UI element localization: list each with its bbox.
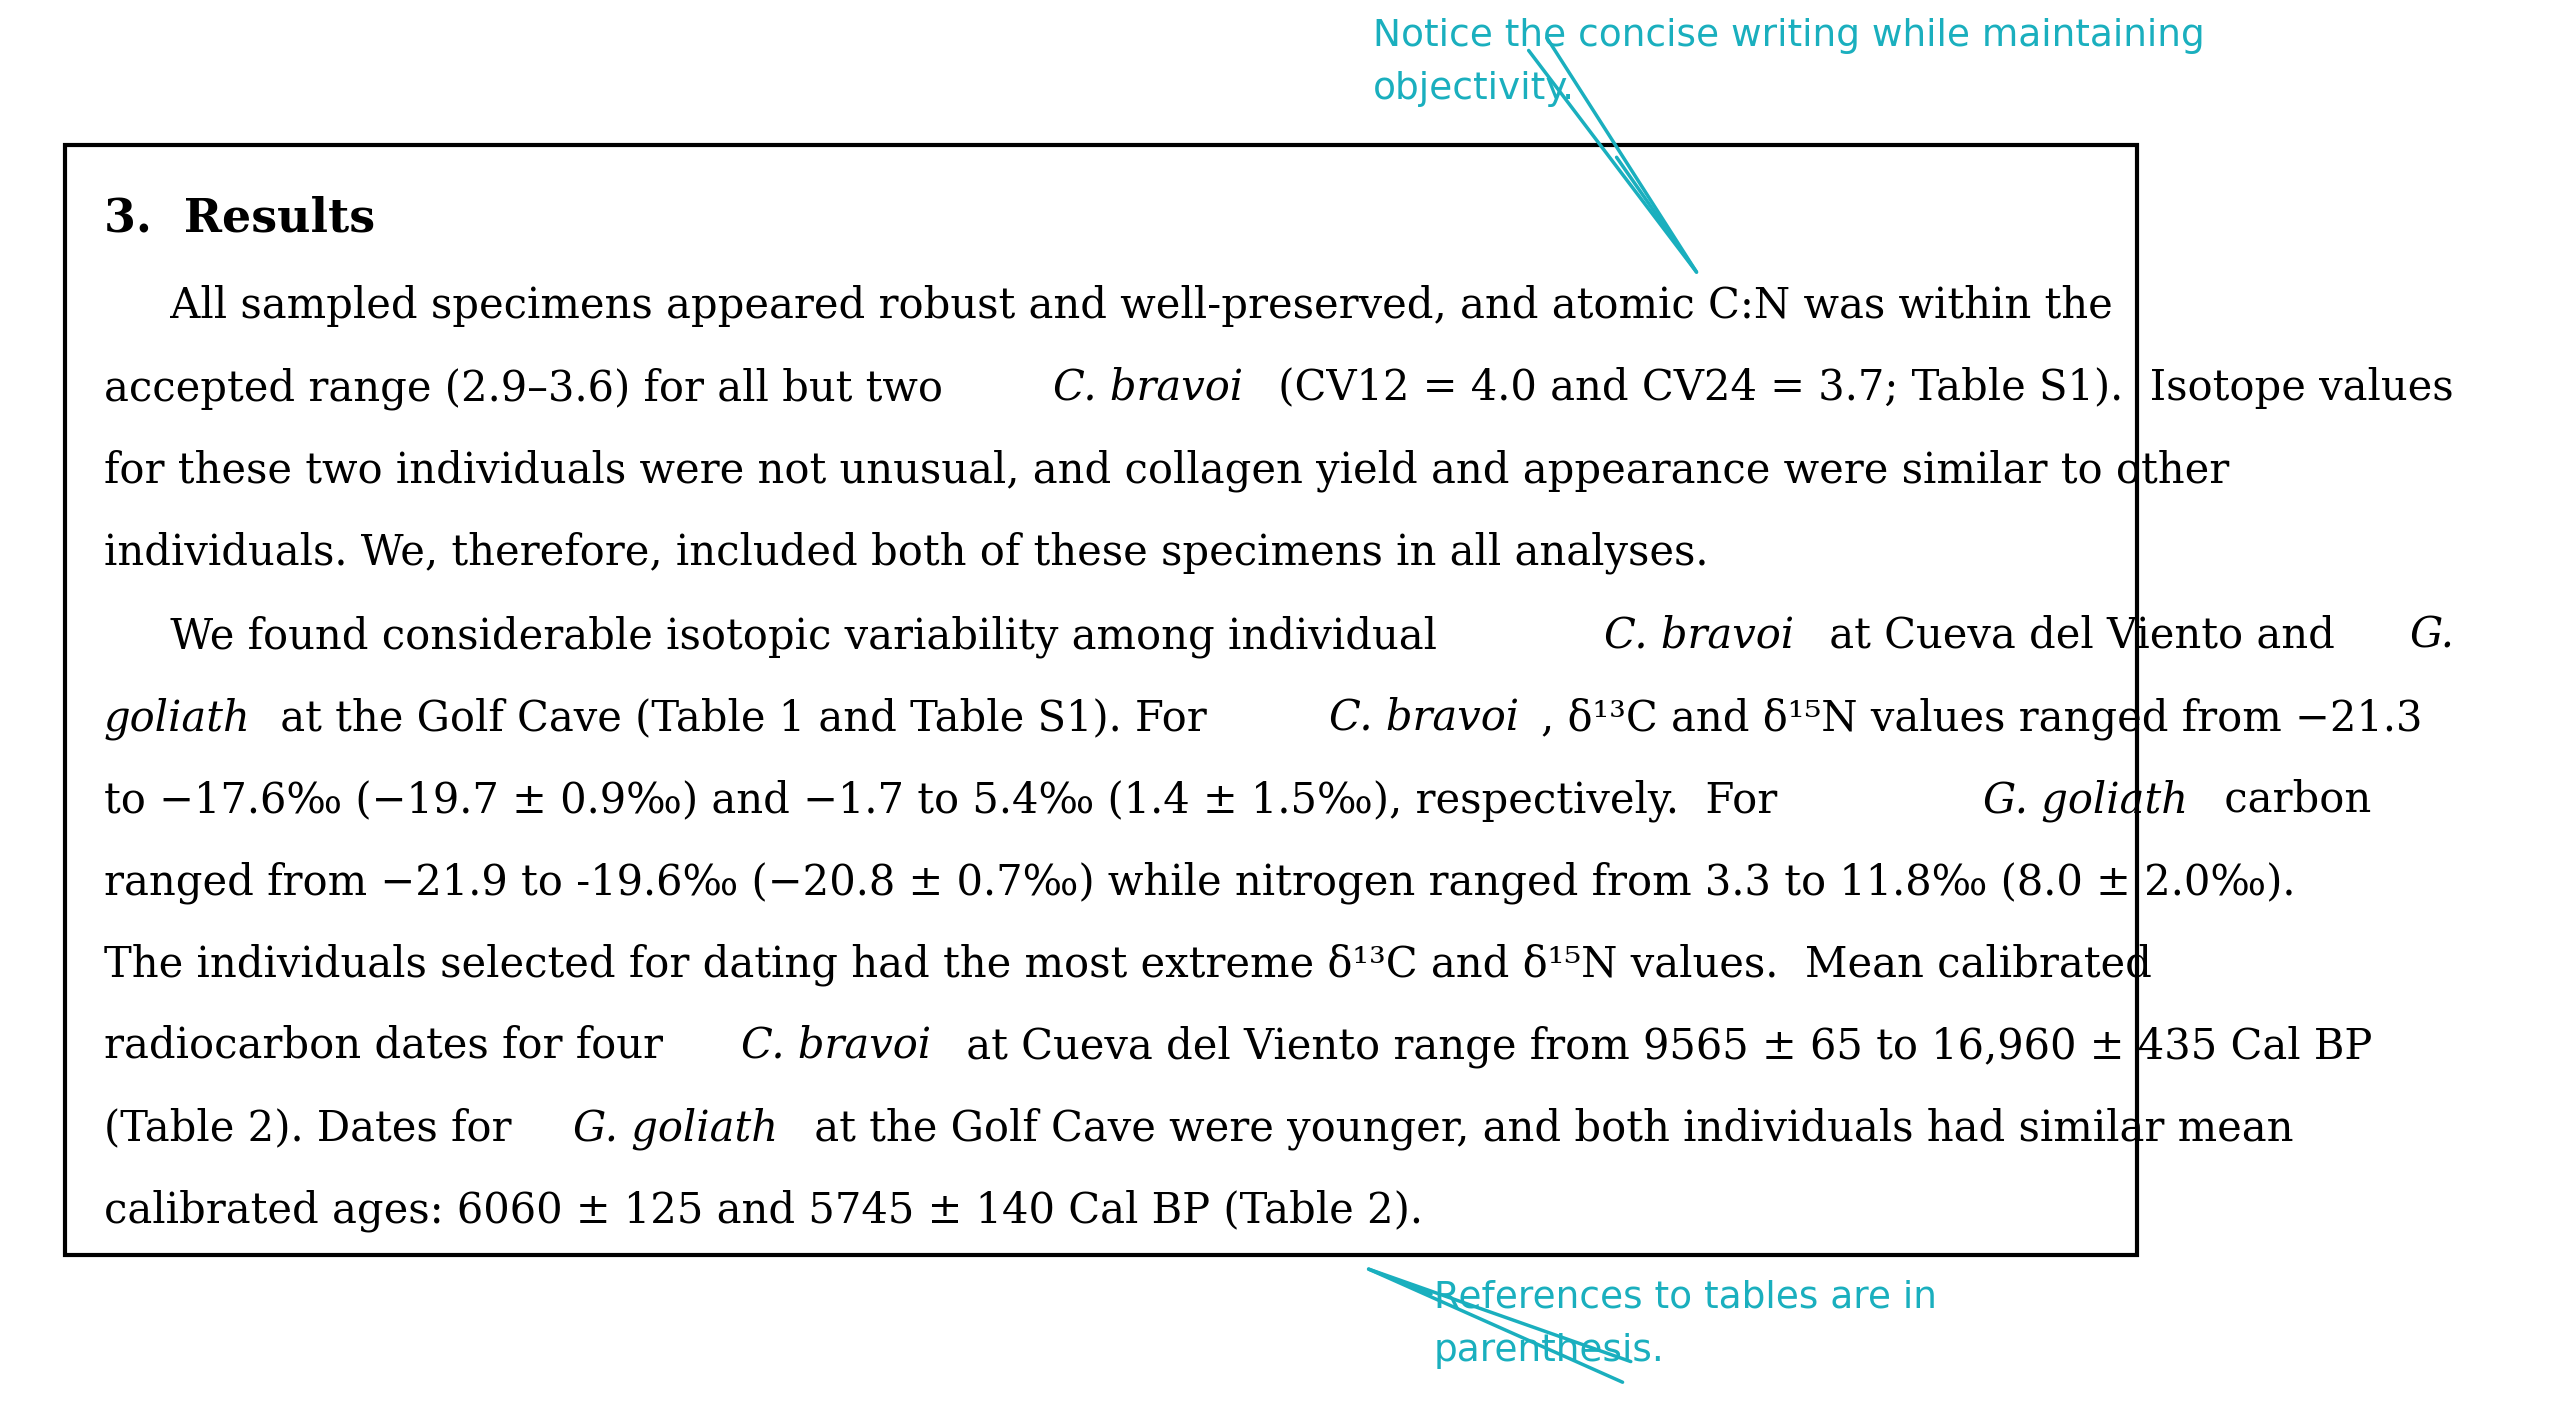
Text: G. goliath: G. goliath (1984, 778, 2188, 821)
Text: C. bravoi: C. bravoi (742, 1025, 931, 1066)
Text: ranged from −21.9 to -19.6‰ (−20.8 ± 0.7‰) while nitrogen ranged from 3.3 to 11.: ranged from −21.9 to -19.6‰ (−20.8 ± 0.7… (105, 861, 2295, 903)
Text: Notice the concise writing while maintaining
objectivity.: Notice the concise writing while maintai… (1372, 18, 2206, 106)
Text: References to tables are in
parenthesis.: References to tables are in parenthesis. (1433, 1280, 1935, 1368)
Text: carbon: carbon (2211, 778, 2372, 821)
Text: at Cueva del Viento and: at Cueva del Viento and (1816, 615, 2349, 657)
Text: C. bravoi: C. bravoi (1329, 698, 1520, 739)
Text: (Table 2). Dates for: (Table 2). Dates for (105, 1107, 525, 1149)
Text: , δ¹³C and δ¹⁵N values ranged from −21.3: , δ¹³C and δ¹⁵N values ranged from −21.3 (1540, 698, 2422, 740)
Text: goliath: goliath (105, 698, 250, 740)
Text: at Cueva del Viento range from 9565 ± 65 to 16,960 ± 435 Cal BP: at Cueva del Viento range from 9565 ± 65… (954, 1025, 2372, 1068)
Text: All sampled specimens appeared robust and well-preserved, and atomic C:N was wit: All sampled specimens appeared robust an… (105, 285, 2111, 328)
Text: calibrated ages: 6060 ± 125 and 5745 ± 140 Cal BP (Table 2).: calibrated ages: 6060 ± 125 and 5745 ± 1… (105, 1190, 1423, 1231)
Text: 3.  Results: 3. Results (105, 196, 375, 241)
Text: We found considerable isotopic variability among individual: We found considerable isotopic variabili… (105, 615, 1451, 658)
Text: accepted range (2.9–3.6) for all but two: accepted range (2.9–3.6) for all but two (105, 367, 956, 410)
Text: at the Golf Cave were younger, and both individuals had similar mean: at the Golf Cave were younger, and both … (801, 1107, 2292, 1150)
Text: G.: G. (2410, 615, 2453, 657)
Text: C. bravoi: C. bravoi (1604, 615, 1795, 657)
Text: C. bravoi: C. bravoi (1053, 367, 1244, 408)
Text: to −17.6‰ (−19.7 ± 0.9‰) and −1.7 to 5.4‰ (1.4 ± 1.5‰), respectively.  For: to −17.6‰ (−19.7 ± 0.9‰) and −1.7 to 5.4… (105, 778, 1790, 821)
Text: at the Golf Cave (Table 1 and Table S1). For: at the Golf Cave (Table 1 and Table S1).… (268, 698, 1219, 739)
Text: individuals. We, therefore, included both of these specimens in all analyses.: individuals. We, therefore, included bot… (105, 530, 1708, 573)
Text: (CV12 = 4.0 and CV24 = 3.7; Table S1).  Isotope values: (CV12 = 4.0 and CV24 = 3.7; Table S1). I… (1265, 367, 2453, 408)
Text: radiocarbon dates for four: radiocarbon dates for four (105, 1025, 676, 1066)
Text: for these two individuals were not unusual, and collagen yield and appearance we: for these two individuals were not unusu… (105, 450, 2229, 492)
Text: The individuals selected for dating had the most extreme δ¹³C and δ¹⁵N values.  : The individuals selected for dating had … (105, 943, 2152, 986)
Text: G. goliath: G. goliath (574, 1107, 778, 1150)
